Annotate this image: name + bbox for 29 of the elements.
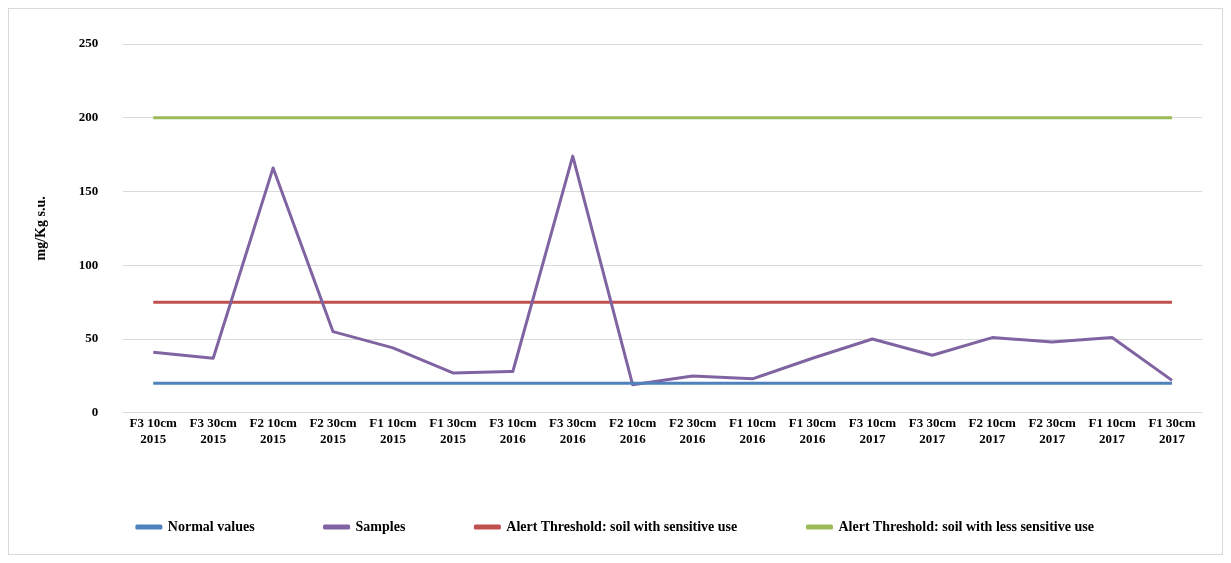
x-tick-label: F1 10cm 2017 <box>1088 414 1136 446</box>
legend-label: Alert Threshold: soil with sensitive use <box>506 518 738 534</box>
x-tick-label: F3 30cm 2015 <box>189 414 237 446</box>
x-tick-label: F3 10cm 2015 <box>129 414 178 446</box>
y-tick-label: 0 <box>91 404 99 420</box>
y-tick-label: 100 <box>78 256 99 272</box>
x-tick-label: F3 10cm 2017 <box>848 414 897 446</box>
x-tick-label: F1 10cm 2015 <box>369 414 417 446</box>
x-tick-label: F2 10cm 2017 <box>968 414 1017 446</box>
legend-label: Samples <box>355 518 406 534</box>
x-tick-label: F2 10cm 2015 <box>249 414 297 446</box>
y-tick-label: 250 <box>78 35 99 51</box>
x-tick-label: F1 30cm 2016 <box>788 414 837 446</box>
legend-label: Alert Threshold: soil with less sensitive use <box>838 518 1094 534</box>
y-axis-title: mg/Kg s.u. <box>33 196 49 261</box>
x-tick-label: F2 30cm 2015 <box>309 414 357 446</box>
x-tick-label: F1 30cm 2015 <box>429 414 477 446</box>
y-tick-label: 50 <box>85 330 99 346</box>
y-tick-label: 150 <box>78 182 99 198</box>
x-tick-label: F3 30cm 2017 <box>908 414 957 446</box>
x-tick-label: F1 10cm 2016 <box>728 414 777 446</box>
x-tick-label: F2 10cm 2016 <box>609 414 657 446</box>
x-tick-label: F3 30cm 2016 <box>549 414 597 446</box>
x-tick-label: F2 30cm 2016 <box>668 414 717 446</box>
y-tick-label: 200 <box>78 109 99 125</box>
x-tick-label: F3 10cm 2016 <box>489 414 537 446</box>
legend-label: Normal values <box>167 518 256 534</box>
x-tick-label: F2 30cm 2017 <box>1028 414 1076 446</box>
x-tick-label: F1 30cm 2017 <box>1148 414 1196 446</box>
